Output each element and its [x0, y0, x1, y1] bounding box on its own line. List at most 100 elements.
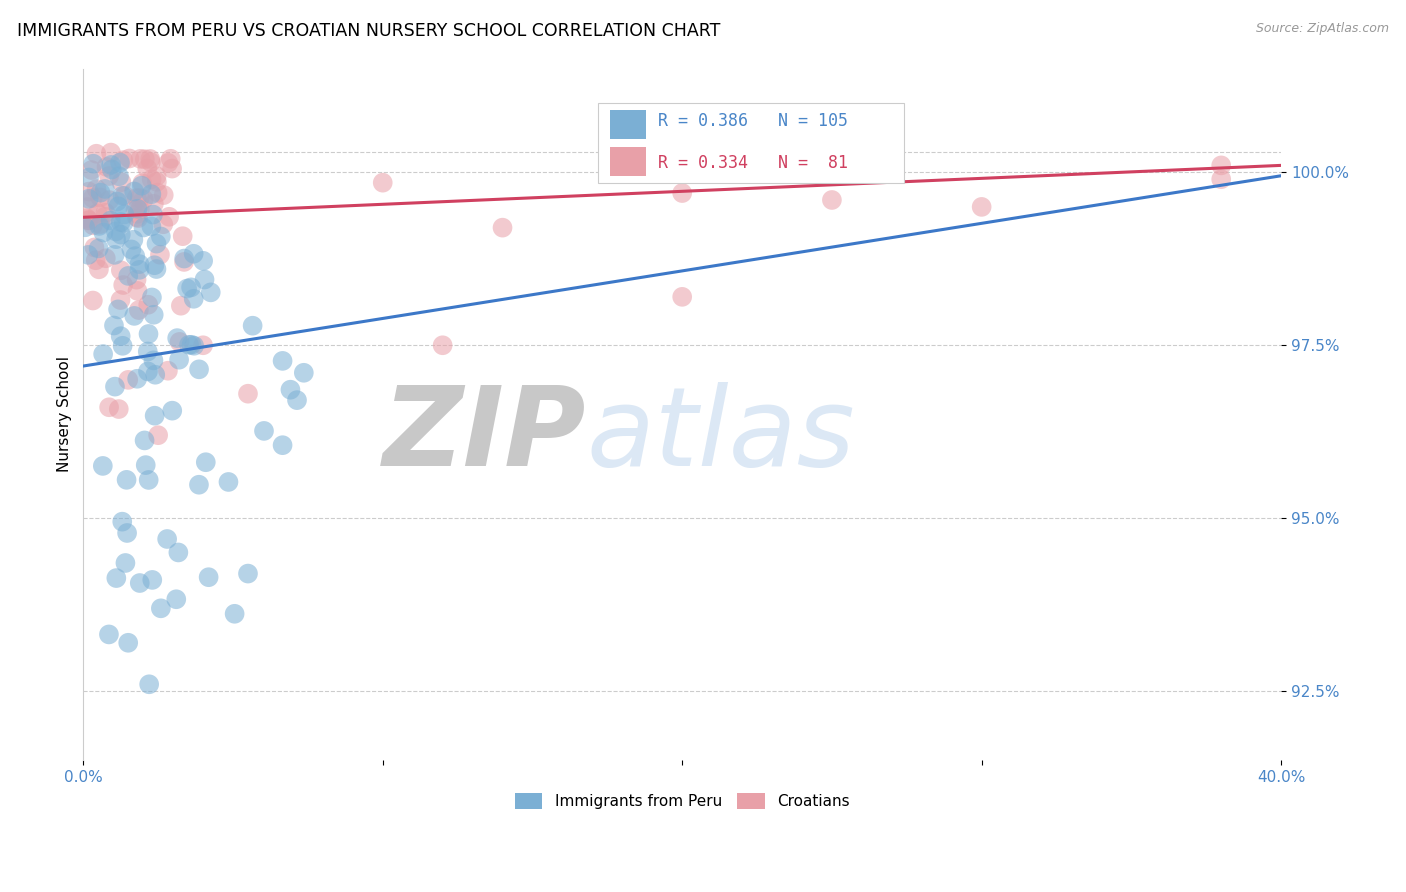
Point — [98, 169, 121, 183]
Point — [98, 193, 121, 207]
Point — [77, 192, 100, 206]
Point — [183, 246, 205, 260]
Point — [149, 601, 172, 615]
Point — [191, 253, 214, 268]
Point — [253, 424, 276, 438]
Point — [115, 473, 138, 487]
Point — [87, 242, 110, 256]
Point — [197, 570, 219, 584]
Point — [80, 163, 103, 178]
Point — [177, 338, 200, 352]
Point — [180, 338, 202, 352]
Point — [107, 302, 129, 317]
Point — [122, 185, 145, 199]
Point — [142, 208, 165, 222]
Point — [145, 236, 167, 251]
Bar — [610, 111, 647, 139]
Point — [136, 298, 159, 312]
Point — [86, 182, 108, 196]
Point — [127, 211, 149, 226]
Point — [124, 249, 146, 263]
Point — [82, 157, 104, 171]
Point — [132, 220, 155, 235]
Point — [117, 268, 139, 283]
Point — [152, 217, 174, 231]
Point — [176, 281, 198, 295]
Point — [141, 573, 163, 587]
Point — [104, 224, 127, 238]
Point — [145, 262, 167, 277]
Point — [180, 280, 202, 294]
Point — [143, 409, 166, 423]
Point — [134, 434, 156, 448]
Point — [114, 188, 136, 202]
Point — [142, 353, 165, 368]
Point — [139, 152, 162, 166]
Bar — [610, 146, 647, 176]
Point — [136, 364, 159, 378]
Point — [115, 526, 138, 541]
Point — [128, 257, 150, 271]
Point — [89, 190, 111, 204]
Point — [127, 202, 149, 216]
Text: atlas: atlas — [586, 382, 855, 489]
Point — [141, 219, 163, 234]
FancyBboxPatch shape — [599, 103, 904, 183]
Point — [159, 152, 181, 166]
Point — [110, 215, 132, 229]
Point — [94, 210, 117, 224]
Point — [96, 160, 118, 174]
Point — [194, 455, 217, 469]
Point — [970, 200, 993, 214]
Point — [110, 329, 132, 343]
Point — [165, 592, 187, 607]
Point — [129, 152, 152, 166]
Point — [224, 607, 246, 621]
Point — [432, 338, 454, 352]
Point — [77, 170, 100, 185]
Point — [89, 217, 111, 231]
Point — [183, 339, 205, 353]
Point — [110, 227, 132, 242]
Point — [156, 532, 179, 546]
Point — [138, 326, 160, 341]
Point — [122, 309, 145, 323]
Point — [94, 205, 117, 219]
Text: Source: ZipAtlas.com: Source: ZipAtlas.com — [1256, 22, 1389, 36]
Legend: Immigrants from Peru, Croatians: Immigrants from Peru, Croatians — [509, 787, 856, 815]
Point — [167, 545, 190, 559]
Point — [82, 191, 104, 205]
Point — [75, 220, 97, 235]
Text: R = 0.386   N = 105: R = 0.386 N = 105 — [658, 112, 848, 130]
Point — [87, 262, 110, 277]
Point — [170, 299, 193, 313]
Point — [84, 253, 107, 268]
Point — [86, 206, 108, 220]
Point — [173, 255, 195, 269]
Point — [138, 677, 160, 691]
Point — [124, 202, 146, 217]
Point — [108, 155, 131, 169]
Point — [671, 290, 693, 304]
Point — [152, 188, 174, 202]
Point — [83, 240, 105, 254]
Point — [76, 211, 98, 226]
Point — [131, 178, 153, 193]
Point — [82, 219, 104, 233]
Point — [100, 158, 122, 172]
Point — [193, 272, 215, 286]
Point — [149, 229, 172, 244]
Point — [125, 273, 148, 287]
Point — [167, 352, 190, 367]
Point — [128, 202, 150, 217]
Point — [105, 194, 128, 209]
Point — [125, 210, 148, 224]
Point — [118, 152, 141, 166]
Point — [292, 366, 315, 380]
Point — [112, 278, 135, 293]
Point — [236, 386, 259, 401]
Point — [139, 155, 162, 169]
Point — [107, 199, 129, 213]
Text: IMMIGRANTS FROM PERU VS CROATIAN NURSERY SCHOOL CORRELATION CHART: IMMIGRANTS FROM PERU VS CROATIAN NURSERY… — [17, 22, 720, 40]
Point — [77, 213, 100, 227]
